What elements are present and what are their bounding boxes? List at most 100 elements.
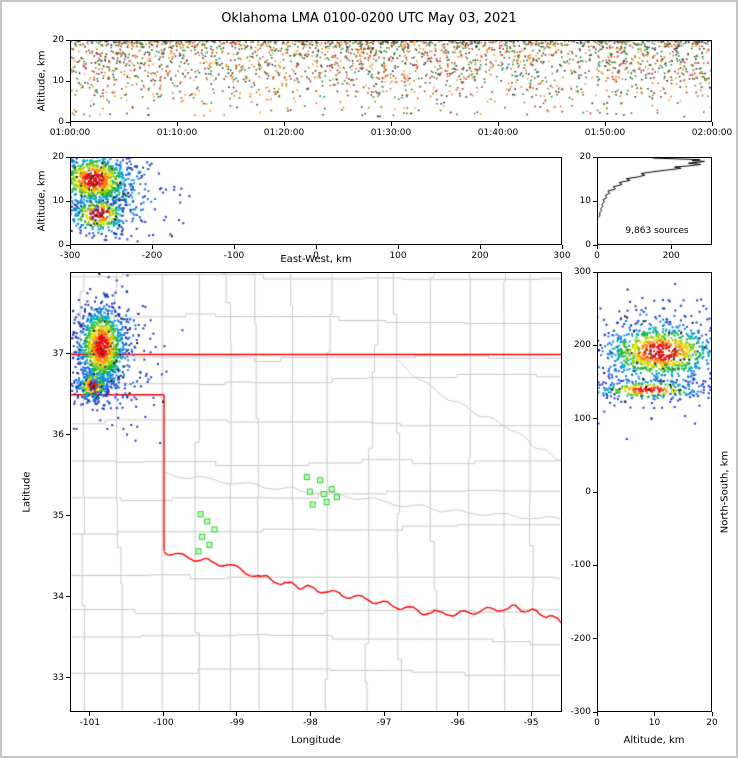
y-tick-mark [66, 200, 70, 202]
x-tick-mark [479, 245, 481, 249]
axis-label-longitude: Longitude [291, 735, 341, 746]
tick-label: 33 [52, 672, 64, 683]
tick-label: 10 [579, 196, 591, 206]
x-tick-mark [497, 122, 499, 126]
tick-label: -100 [223, 251, 245, 261]
y-tick-mark [66, 353, 70, 355]
y-tick-mark [593, 271, 597, 273]
axis-label-altitude-ns-panel: Altitude, km [623, 735, 685, 746]
plan-view-map-canvas [71, 273, 561, 711]
tick-label: 200 [471, 251, 489, 261]
axis-label-east-west: East-West, km [280, 254, 352, 265]
tick-label: 10 [52, 76, 64, 86]
x-tick-mark [233, 245, 235, 249]
tick-label: -95 [523, 718, 539, 728]
x-tick-mark [176, 122, 178, 126]
x-tick-mark [596, 712, 598, 716]
tick-label: 0 [594, 251, 600, 261]
y-tick-mark [66, 244, 70, 246]
tick-label: 300 [553, 251, 571, 261]
tick-label: 0 [594, 718, 600, 728]
x-tick-mark [711, 712, 713, 716]
panel-altitude-histogram [597, 157, 712, 245]
tick-label: 10 [648, 718, 661, 728]
x-tick-mark [604, 122, 606, 126]
tick-label: 20 [706, 718, 718, 728]
tick-label: 35 [52, 510, 64, 521]
tick-label: -100 [570, 560, 591, 571]
y-tick-mark [593, 244, 597, 246]
x-tick-mark [89, 712, 91, 716]
time-height-scatter-canvas [71, 41, 711, 121]
x-tick-mark [711, 122, 713, 126]
tick-label: 01:40:00 [477, 128, 519, 138]
north-south-scatter-canvas [598, 273, 711, 711]
x-tick-mark [561, 245, 563, 249]
y-tick-mark [593, 638, 597, 640]
tick-label: 01:50:00 [584, 128, 626, 138]
tick-label: -200 [141, 251, 163, 261]
tick-label: 20 [52, 152, 64, 162]
y-tick-mark [66, 596, 70, 598]
x-tick-mark [151, 245, 153, 249]
y-tick-mark [593, 418, 597, 420]
axis-label-north-south: North-South, km [719, 450, 731, 534]
tick-label: 0 [585, 487, 591, 497]
tick-label: 34 [52, 591, 64, 602]
y-tick-mark [66, 677, 70, 679]
y-tick-mark [593, 200, 597, 202]
panel-north-south-altitude [597, 272, 712, 712]
tick-label: 0 [58, 117, 64, 127]
x-tick-mark [457, 712, 459, 716]
x-tick-mark [236, 712, 238, 716]
tick-label: 01:00:00 [49, 128, 91, 138]
axis-label-latitude: Latitude [21, 471, 33, 513]
tick-label: 20 [52, 35, 64, 45]
tick-label: 100 [573, 413, 591, 424]
panel-plan-view-map [70, 272, 562, 712]
y-tick-mark [66, 156, 70, 158]
tick-label: 20 [579, 152, 591, 162]
panel-time-height [70, 40, 712, 122]
y-tick-mark [66, 434, 70, 436]
x-tick-mark [530, 712, 532, 716]
y-tick-mark [593, 711, 597, 713]
x-tick-mark [162, 712, 164, 716]
y-tick-mark [593, 491, 597, 493]
tick-label: 100 [389, 251, 407, 261]
y-tick-mark [66, 121, 70, 123]
tick-label: 01:10:00 [156, 128, 198, 138]
tick-label: 300 [573, 267, 591, 277]
x-tick-mark [315, 245, 317, 249]
x-tick-mark [596, 245, 598, 249]
tick-label: 02:00:00 [691, 128, 733, 138]
sources-count-label: 9,863 sources [625, 226, 689, 236]
y-tick-mark [593, 564, 597, 566]
tick-label: -100 [153, 718, 174, 728]
tick-label: -96 [450, 718, 465, 728]
tick-label: 200 [573, 340, 591, 351]
tick-label: 01:30:00 [370, 128, 412, 138]
tick-label: 37 [52, 348, 64, 359]
tick-label: 10 [52, 196, 64, 206]
x-tick-mark [390, 122, 392, 126]
tick-label: -101 [79, 718, 101, 728]
tick-label: -300 [59, 251, 81, 261]
x-tick-mark [69, 122, 71, 126]
altitude-histogram-canvas [598, 158, 711, 244]
x-tick-mark [654, 712, 655, 716]
panel-east-west-altitude [70, 157, 562, 245]
y-tick-mark [66, 515, 70, 517]
tick-label: 01:20:00 [263, 128, 305, 138]
x-tick-mark [69, 245, 71, 249]
x-tick-mark [397, 245, 399, 249]
x-tick-mark [283, 122, 285, 126]
tick-label: -98 [303, 718, 318, 728]
y-tick-mark [593, 344, 597, 346]
tick-label: 200 [662, 251, 680, 261]
tick-label: -97 [376, 718, 392, 728]
tick-label: -99 [229, 718, 245, 728]
y-tick-mark [66, 39, 70, 41]
tick-label: 0 [313, 251, 319, 261]
